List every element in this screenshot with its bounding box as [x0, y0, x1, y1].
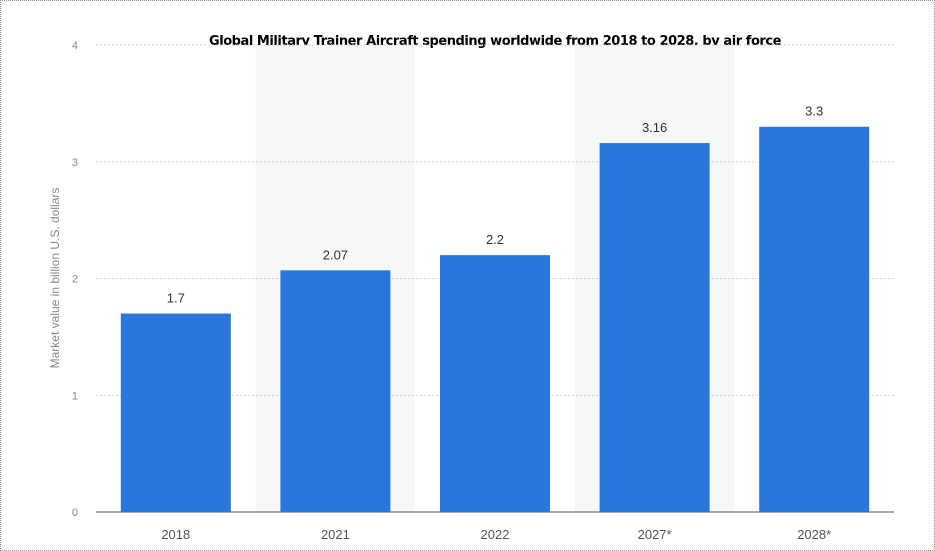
x-tick-label: 2018 — [161, 527, 190, 542]
data-label: 3.16 — [642, 120, 667, 135]
labels: 0 1 2 3 4 1.7 2018 2.07 2021 2.2 2022 3.16 2027* 3.3 2… — [72, 40, 831, 542]
y-tick-label: 0 — [72, 507, 78, 519]
data-label: 1.7 — [167, 291, 185, 306]
data-label: 2.2 — [486, 232, 504, 247]
y-tick-label: 3 — [72, 157, 78, 169]
x-tick-label: 2021 — [321, 527, 350, 542]
x-tick-label: 2028* — [797, 527, 831, 542]
y-tick-label: 2 — [72, 274, 78, 286]
bar[interactable] — [759, 126, 870, 512]
bar[interactable] — [599, 143, 710, 512]
y-tick-label: 4 — [72, 40, 78, 52]
data-label: 3.3 — [805, 104, 823, 119]
x-tick-label: 2022 — [481, 527, 510, 542]
y-tick-label: 1 — [72, 390, 78, 402]
bar[interactable] — [120, 313, 231, 512]
bars — [120, 126, 870, 512]
x-tick-label: 2027* — [638, 527, 672, 542]
bar[interactable] — [440, 255, 550, 512]
data-label: 2.07 — [323, 247, 348, 262]
bar[interactable] — [280, 270, 391, 512]
